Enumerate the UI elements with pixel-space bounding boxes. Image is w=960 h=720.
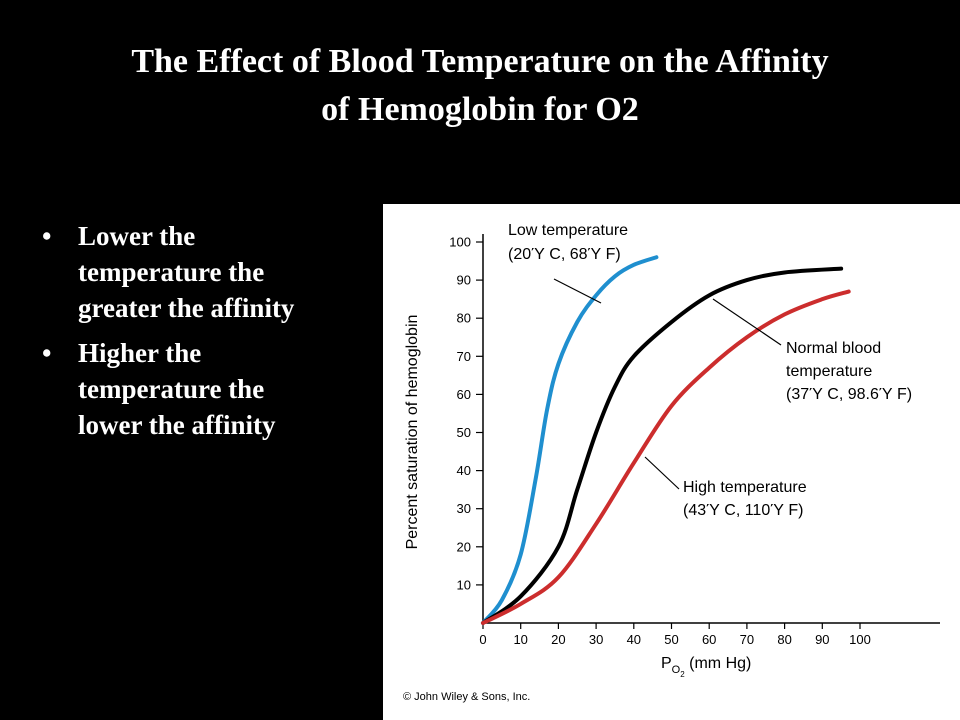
x-tick-label: 0 — [479, 632, 486, 647]
x-tick-label: 70 — [740, 632, 754, 647]
y-axis-label: Percent saturation of hemoglobin — [404, 315, 421, 550]
bullet-dot-icon: • — [42, 338, 52, 368]
x-tick-label: 100 — [849, 632, 871, 647]
series-label-low-line2: (20Ύ C, 68Ύ F) — [508, 246, 621, 263]
x-tick-label: 20 — [551, 632, 565, 647]
high-temperature-curve — [481, 289, 851, 625]
oxygen-dissociation-chart: 10 20 30 40 50 60 70 80 90 100 0 10 20 30 40 50 60 70 80 9… — [403, 222, 940, 703]
bullet-item-lower: • Lower the temperature the greater the … — [40, 218, 385, 326]
series-label-normal-line3: (37Ύ C, 98.6Ύ F) — [786, 386, 912, 403]
bullet-line: temperature the — [78, 257, 265, 287]
series-lines — [481, 255, 851, 625]
y-tick-label: 10 — [457, 577, 471, 592]
y-axis-ticks: 10 20 30 40 50 60 70 80 90 100 — [449, 235, 483, 592]
y-tick-label: 90 — [457, 273, 471, 288]
copyright-text: © John Wiley & Sons, Inc. — [403, 691, 530, 703]
high-temp-leader-line — [644, 456, 680, 490]
series-label-normal-line2: temperature — [786, 363, 872, 380]
x-axis-label: PO2 (mm Hg) — [661, 655, 751, 679]
bullet-item-higher: • Higher the temperature the lower the a… — [40, 335, 385, 443]
x-axis-label-unit: (mm Hg) — [685, 655, 752, 672]
x-tick-label: 30 — [589, 632, 603, 647]
x-axis-label-sub: O — [672, 664, 681, 676]
y-tick-label: 60 — [457, 387, 471, 402]
bullet-list: • Lower the temperature the greater the … — [40, 218, 385, 452]
x-tick-label: 40 — [627, 632, 641, 647]
x-tick-label: 50 — [664, 632, 678, 647]
x-tick-label: 90 — [815, 632, 829, 647]
x-axis-label-subsub: 2 — [680, 670, 685, 679]
y-tick-label: 30 — [457, 501, 471, 516]
bullet-dot-icon: • — [42, 221, 52, 251]
y-tick-label: 100 — [449, 235, 471, 250]
x-tick-label: 60 — [702, 632, 716, 647]
x-axis-label-main: P — [661, 655, 672, 672]
normal-temperature-curve — [481, 266, 844, 625]
series-label-high-line1: High temperature — [683, 479, 807, 496]
chart-panel: 10 20 30 40 50 60 70 80 90 100 0 10 20 30 40 50 60 70 80 9… — [383, 204, 960, 720]
slide-title: The Effect of Blood Temperature on the A… — [20, 38, 940, 134]
x-tick-label: 10 — [513, 632, 527, 647]
y-tick-label: 40 — [457, 463, 471, 478]
y-tick-label: 50 — [457, 425, 471, 440]
bullet-line: Higher the — [78, 338, 202, 368]
x-tick-label: 80 — [777, 632, 791, 647]
series-label-high-line2: (43Ύ C, 110Ύ F) — [683, 502, 803, 519]
y-tick-label: 20 — [457, 539, 471, 554]
low-temperature-curve — [481, 255, 659, 625]
series-label-normal-line1: Normal blood — [786, 340, 881, 357]
bullet-line: greater the affinity — [78, 293, 295, 323]
series-label-low-line1: Low temperature — [508, 222, 628, 239]
title-line-2: of Hemoglobin for O2 — [321, 91, 639, 128]
bullet-line: Lower the — [78, 221, 196, 251]
title-line-1: The Effect of Blood Temperature on the A… — [131, 43, 829, 80]
normal-temp-leader-line — [712, 298, 782, 346]
bullet-line: temperature the — [78, 374, 265, 404]
y-tick-label: 70 — [457, 349, 471, 364]
y-tick-label: 80 — [457, 311, 471, 326]
x-axis-ticks: 0 10 20 30 40 50 60 70 80 90 100 — [479, 623, 871, 647]
bullet-line: lower the affinity — [78, 410, 276, 440]
low-temp-leader-line — [553, 278, 602, 304]
